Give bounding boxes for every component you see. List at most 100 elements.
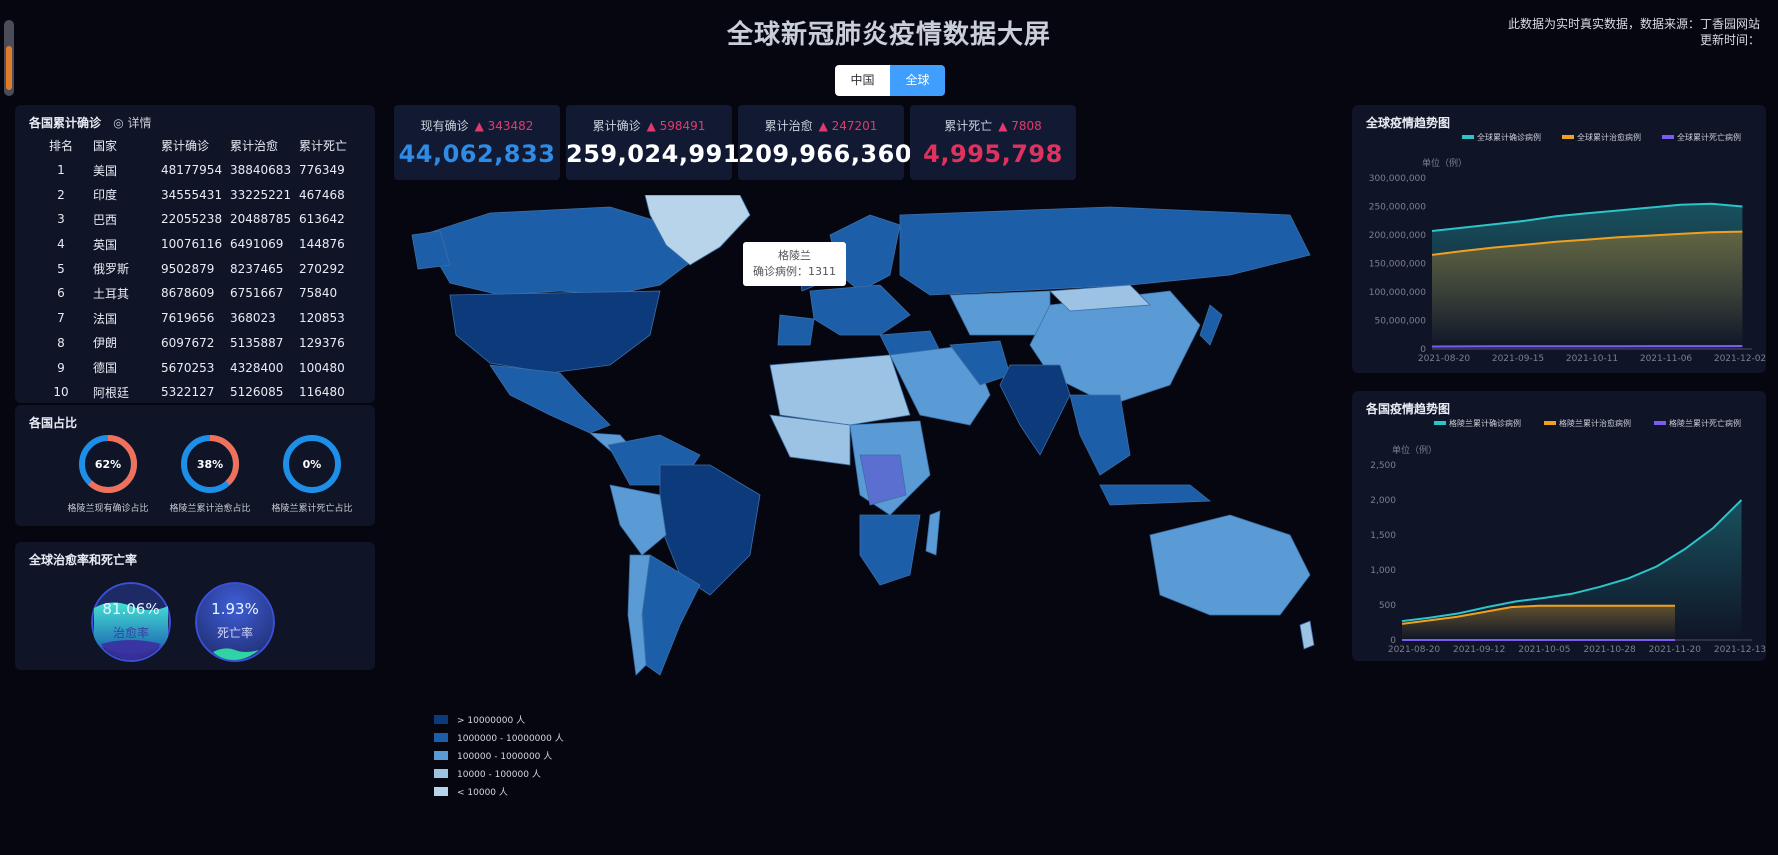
chart-legend-item[interactable]: 格陵兰累计确诊病例 (1434, 418, 1521, 428)
legend-item[interactable]: > 10000000 人 (434, 710, 564, 728)
donut-label: 格陵兰现有确诊占比 (67, 504, 149, 514)
map-region-china[interactable] (1029, 290, 1201, 406)
legend-item[interactable]: 1000000 - 10000000 人 (434, 728, 564, 746)
cell-deaths: 120853 (299, 311, 345, 326)
donut-chart: 0% (283, 435, 341, 493)
map-region-madagascar[interactable] (925, 510, 941, 556)
x-tick-label: 2021-12-02 (1714, 354, 1766, 364)
map-region-iberia[interactable] (777, 314, 815, 346)
table-row[interactable]: 4 英国 10076116 6491069 144876 (29, 232, 354, 257)
legend-item[interactable]: 10000 - 100000 人 (434, 764, 564, 782)
donut-fill (181, 435, 239, 493)
table-row[interactable]: 2 印度 34555431 33225221 467468 (29, 182, 354, 207)
legend-line-swatch (1562, 135, 1574, 139)
cell-country: 英国 (93, 237, 118, 252)
series-line[interactable] (1401, 604, 1675, 625)
map-region-russia[interactable] (899, 206, 1311, 296)
stat-delta: ▲ 7808 (998, 119, 1042, 133)
series-line[interactable] (1431, 230, 1743, 256)
y-tick-label: 200,000,000 (1369, 231, 1427, 241)
detail-link[interactable]: ◎ 详情 (113, 116, 151, 130)
ranking-title: 各国累计确诊 ◎ 详情 (29, 114, 152, 131)
map-region-japan[interactable] (1199, 304, 1223, 346)
chart-legend-item[interactable]: 格陵兰累计死亡病例 (1654, 418, 1741, 428)
map-region-peru[interactable] (609, 484, 667, 556)
x-tick-label: 2021-10-28 (1583, 645, 1636, 655)
table-row[interactable]: 8 伊朗 6097672 5135887 129376 (29, 331, 354, 356)
x-tick-label: 2021-10-05 (1518, 645, 1570, 655)
map-region-mexico[interactable] (489, 364, 611, 434)
global-toggle-button[interactable]: 全球 (890, 65, 945, 96)
table-row[interactable]: 1 美国 48177954 38840683 776349 (29, 158, 354, 183)
map-region-europe[interactable] (809, 284, 911, 336)
map-region-north-africa[interactable] (769, 354, 911, 426)
chart-legend-item[interactable]: 全球累计治愈病例 (1562, 132, 1641, 142)
stat-card: 累计死亡 ▲ 7808 4,995,798 (910, 105, 1076, 180)
legend-swatch (434, 732, 448, 742)
map-region-south-africa[interactable] (859, 514, 921, 586)
cell-deaths: 129376 (299, 335, 345, 350)
cell-country: 德国 (93, 361, 118, 376)
stat-delta-value: 598491 (659, 119, 706, 133)
legend-item[interactable]: < 10000 人 (434, 782, 564, 800)
table-row[interactable]: 6 土耳其 8678609 6751667 75840 (29, 281, 354, 306)
legend-series-name: 格陵兰累计死亡病例 (1669, 418, 1741, 428)
map-region-kazakhstan[interactable] (949, 290, 1051, 336)
stat-value: 44,062,833 (398, 140, 556, 168)
x-tick-label: 2021-08-20 (1388, 645, 1441, 655)
cell-country: 阿根廷 (93, 385, 130, 400)
table-row[interactable]: 9 德国 5670253 4328400 100480 (29, 355, 354, 380)
stat-delta: ▲ 343482 (474, 119, 534, 133)
stat-label-text: 累计确诊 (592, 119, 641, 133)
china-toggle-button[interactable]: 中国 (835, 65, 890, 96)
x-tick-label: 2021-09-15 (1492, 354, 1544, 364)
cell-country: 巴西 (93, 212, 118, 227)
map-region-australia[interactable] (1149, 514, 1311, 616)
legend-item[interactable]: 100000 - 1000000 人 (434, 746, 564, 764)
series-line[interactable] (1431, 202, 1743, 232)
ranking-title-text: 各国累计确诊 (29, 116, 102, 130)
death-rate-label: 死亡率 (216, 626, 253, 640)
ratio-title: 各国占比 (29, 416, 78, 430)
map-region-india[interactable] (999, 364, 1071, 456)
chart-legend-item[interactable]: 全球累计确诊病例 (1462, 132, 1541, 142)
world-map[interactable] (410, 195, 1318, 745)
series-line[interactable] (1431, 345, 1743, 348)
chart-legend-item[interactable]: 格陵兰累计治愈病例 (1544, 418, 1631, 428)
table-row[interactable]: 3 巴西 22055238 20488785 613642 (29, 207, 354, 232)
ranking-panel: 各国累计确诊 ◎ 详情 排名 国家 累计确诊 累计治愈 累计死亡 1 美国 4817… (15, 105, 375, 403)
cell-confirmed: 48177954 (161, 163, 223, 178)
chart-legend-item[interactable]: 全球累计死亡病例 (1662, 132, 1741, 142)
table-row[interactable]: 5 俄罗斯 9502879 8237465 270292 (29, 256, 354, 281)
cell-rank: 10 (53, 385, 69, 400)
cell-country: 伊朗 (93, 336, 118, 351)
map-region-greenland[interactable] (644, 195, 751, 266)
map-region-southeast-asia[interactable] (1069, 394, 1131, 476)
map-region-canada[interactable] (421, 206, 701, 296)
legend-series-name: 全球累计治愈病例 (1577, 132, 1641, 142)
table-row[interactable]: 7 法国 7619656 368023 120853 (29, 306, 354, 331)
scrollbar-thumb[interactable] (6, 46, 12, 90)
x-tick-label: 2021-08-20 (1418, 354, 1471, 364)
y-tick-label: 50,000,000 (1374, 317, 1426, 327)
cell-deaths: 75840 (299, 286, 338, 301)
country-trend-panel: 各国疫情趋势图 格陵兰累计确诊病例 格陵兰累计治愈病例 格陵兰累计死亡病例 单位（例）… (1352, 391, 1766, 661)
map-region-mongolia[interactable] (1049, 284, 1151, 312)
map-region-usa[interactable] (449, 290, 661, 374)
stat-delta-value: 343482 (487, 119, 534, 133)
legend-swatch (434, 768, 448, 778)
tooltip-country: 格陵兰 (778, 249, 811, 262)
map-region-chile[interactable] (627, 554, 651, 676)
map-region-indonesia[interactable] (1099, 484, 1212, 506)
map-region-alaska[interactable] (411, 230, 451, 270)
map-region-new-zealand[interactable] (1299, 620, 1315, 650)
series-line[interactable] (1401, 499, 1743, 623)
map-region-drc[interactable] (859, 454, 907, 506)
page-scrollbar[interactable] (4, 20, 14, 96)
map-region-west-africa[interactable] (769, 414, 851, 466)
table-row[interactable]: 10 阿根廷 5322127 5126085 116480 (29, 380, 354, 405)
legend-label: 100000 - 1000000 人 (457, 751, 553, 762)
cell-cured: 6751667 (230, 286, 284, 301)
